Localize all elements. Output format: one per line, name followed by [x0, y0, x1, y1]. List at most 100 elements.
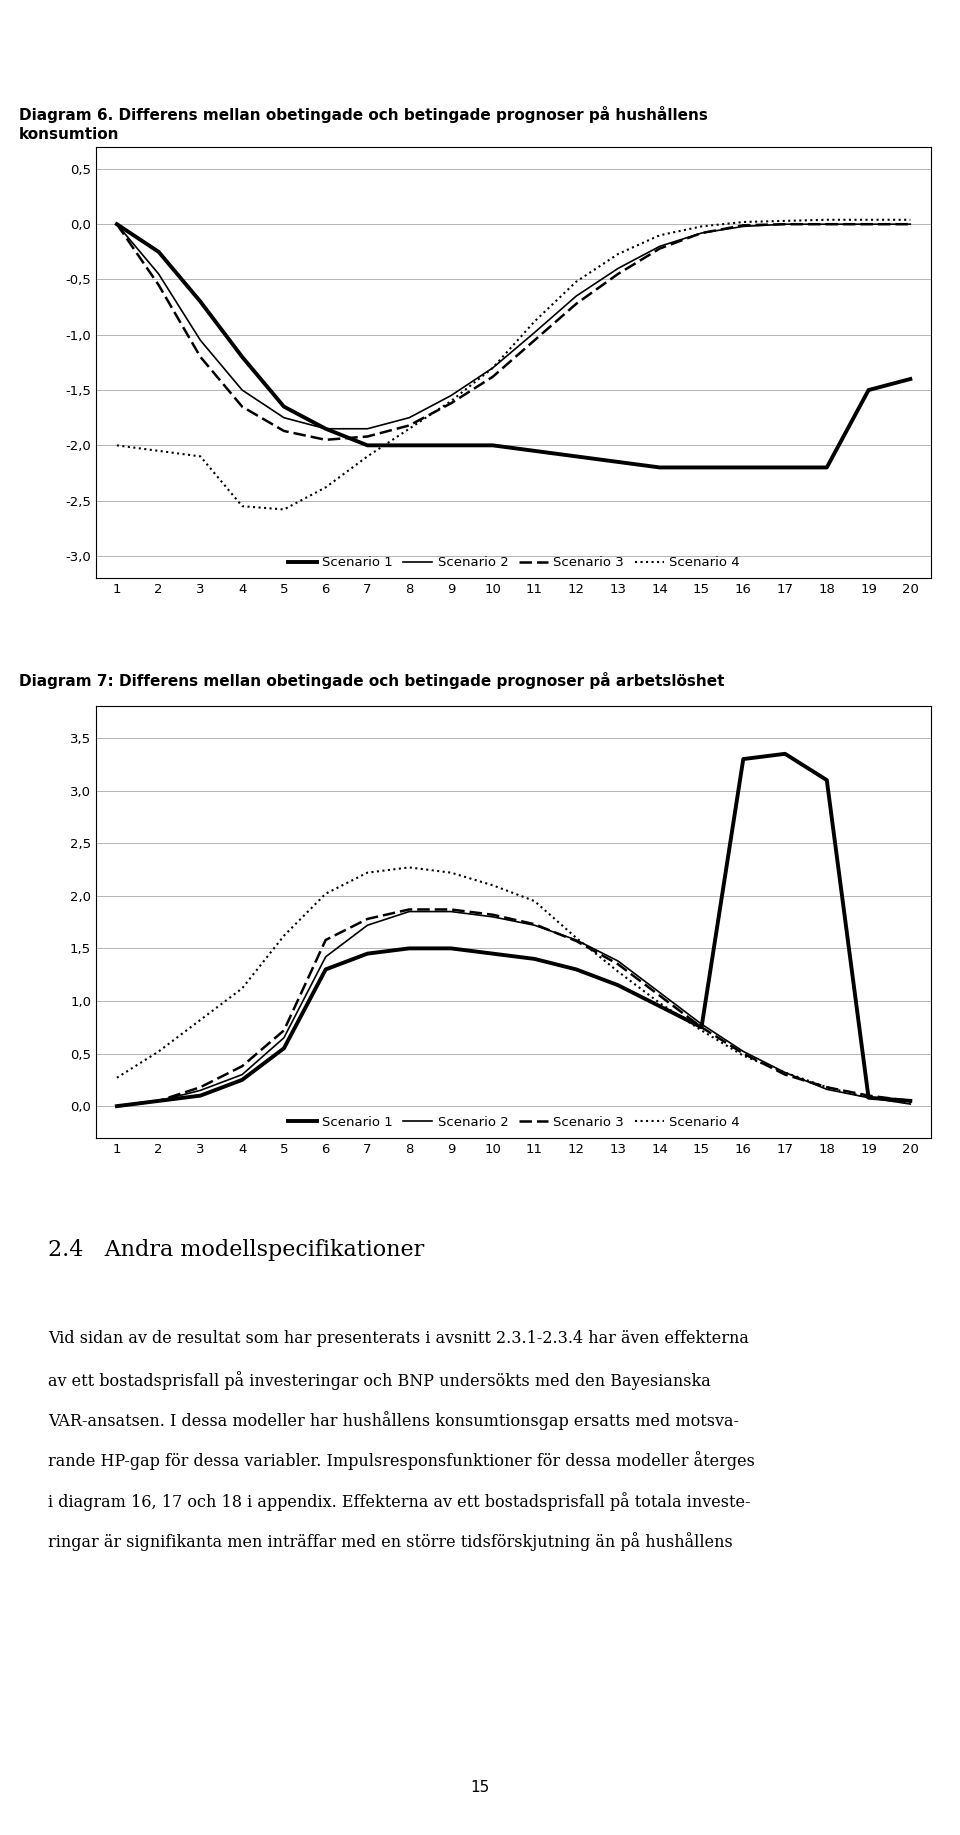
Scenario 2 — [612, 257, 624, 279]
Scenario 2 — [863, 1086, 875, 1108]
Scenario 1 — [696, 1017, 708, 1039]
Text: Vid sidan av de resultat som har presenterats i avsnitt 2.3.1-2.3.4 har även eff: Vid sidan av de resultat som har present… — [48, 1330, 749, 1347]
Scenario 2 — [904, 213, 916, 235]
Scenario 3 — [654, 237, 665, 259]
Scenario 1 — [821, 769, 832, 791]
Scenario 4 — [278, 499, 290, 521]
Scenario 3 — [403, 899, 415, 921]
Scenario 2 — [278, 407, 290, 429]
Scenario 2 — [904, 1094, 916, 1116]
Scenario 2 — [445, 901, 457, 923]
Scenario 3 — [153, 273, 164, 295]
Scenario 3 — [487, 903, 498, 925]
Scenario 4 — [529, 310, 540, 332]
Scenario 3 — [236, 396, 248, 418]
Scenario 3 — [821, 1075, 832, 1097]
Scenario 2 — [445, 385, 457, 407]
Scenario 2 — [654, 982, 665, 1004]
Scenario 2 — [780, 1061, 791, 1083]
Scenario 4 — [487, 358, 498, 380]
Scenario 3 — [320, 929, 331, 951]
Scenario 2 — [153, 262, 164, 284]
Scenario 1 — [863, 380, 875, 402]
Scenario 1 — [529, 440, 540, 462]
Text: Diagram 7: Differens mellan obetingade och betingade prognoser på arbetslöshet: Diagram 7: Differens mellan obetingade o… — [19, 672, 725, 688]
Scenario 1 — [487, 435, 498, 457]
Line: Scenario 3: Scenario 3 — [117, 224, 910, 440]
Scenario 4 — [696, 1020, 708, 1042]
Scenario 3 — [236, 1055, 248, 1077]
Scenario 1 — [654, 995, 665, 1017]
Scenario 3 — [403, 415, 415, 437]
Scenario 3 — [570, 930, 582, 952]
Scenario 1 — [153, 1090, 164, 1112]
Scenario 1 — [195, 1084, 206, 1107]
Scenario 1 — [696, 457, 708, 479]
Scenario 4 — [403, 857, 415, 879]
Scenario 4 — [445, 391, 457, 413]
Scenario 2 — [821, 213, 832, 235]
Scenario 3 — [696, 1017, 708, 1039]
Scenario 1 — [320, 418, 331, 440]
Scenario 1 — [821, 457, 832, 479]
Scenario 1 — [195, 290, 206, 312]
Scenario 4 — [403, 418, 415, 440]
Scenario 1 — [445, 938, 457, 960]
Scenario 4 — [863, 209, 875, 231]
Scenario 1 — [153, 240, 164, 262]
Scenario 1 — [904, 369, 916, 391]
Line: Scenario 3: Scenario 3 — [117, 910, 910, 1107]
Scenario 2 — [362, 914, 373, 936]
Legend: Scenario 1, Scenario 2, Scenario 3, Scenario 4: Scenario 1, Scenario 2, Scenario 3, Scen… — [282, 1110, 745, 1134]
Scenario 2 — [278, 1028, 290, 1050]
Scenario 1 — [278, 1037, 290, 1059]
Scenario 1 — [737, 749, 749, 771]
Scenario 4 — [780, 1061, 791, 1083]
Scenario 1 — [570, 958, 582, 980]
Scenario 3 — [696, 222, 708, 244]
Scenario 1 — [403, 938, 415, 960]
Scenario 3 — [529, 914, 540, 936]
Scenario 4 — [320, 883, 331, 905]
Scenario 4 — [111, 1066, 123, 1088]
Scenario 1 — [111, 213, 123, 235]
Scenario 4 — [904, 1092, 916, 1114]
Scenario 1 — [904, 1090, 916, 1112]
Scenario 4 — [111, 435, 123, 457]
Scenario 2 — [612, 951, 624, 973]
Scenario 3 — [863, 213, 875, 235]
Scenario 1 — [403, 435, 415, 457]
Scenario 3 — [153, 1090, 164, 1112]
Scenario 4 — [153, 440, 164, 462]
Scenario 1 — [445, 435, 457, 457]
Scenario 4 — [904, 209, 916, 231]
Scenario 4 — [737, 211, 749, 233]
Scenario 2 — [403, 407, 415, 429]
Scenario 4 — [320, 477, 331, 499]
Scenario 4 — [362, 446, 373, 468]
Scenario 2 — [737, 215, 749, 237]
Scenario 1 — [780, 743, 791, 765]
Scenario 4 — [612, 242, 624, 264]
Scenario 1 — [612, 451, 624, 473]
Scenario 4 — [195, 446, 206, 468]
Scenario 2 — [696, 1013, 708, 1035]
Scenario 4 — [696, 215, 708, 237]
Scenario 3 — [195, 345, 206, 367]
Scenario 4 — [195, 1009, 206, 1031]
Text: av ett bostadsprisfall på investeringar och BNP undersökts med den Bayesianska: av ett bostadsprisfall på investeringar … — [48, 1371, 710, 1389]
Scenario 2 — [737, 1040, 749, 1062]
Scenario 1 — [236, 345, 248, 367]
Scenario 1 — [487, 943, 498, 965]
Scenario 4 — [821, 209, 832, 231]
Scenario 4 — [570, 927, 582, 949]
Scenario 3 — [111, 213, 123, 235]
Scenario 4 — [153, 1040, 164, 1062]
Line: Scenario 1: Scenario 1 — [117, 224, 910, 468]
Scenario 2 — [529, 914, 540, 936]
Scenario 2 — [111, 1095, 123, 1118]
Scenario 3 — [780, 213, 791, 235]
Scenario 4 — [236, 978, 248, 1000]
Text: i diagram 16, 17 och 18 i appendix. Effekterna av ett bostadsprisfall på totala : i diagram 16, 17 och 18 i appendix. Effe… — [48, 1492, 751, 1510]
Scenario 2 — [570, 284, 582, 306]
